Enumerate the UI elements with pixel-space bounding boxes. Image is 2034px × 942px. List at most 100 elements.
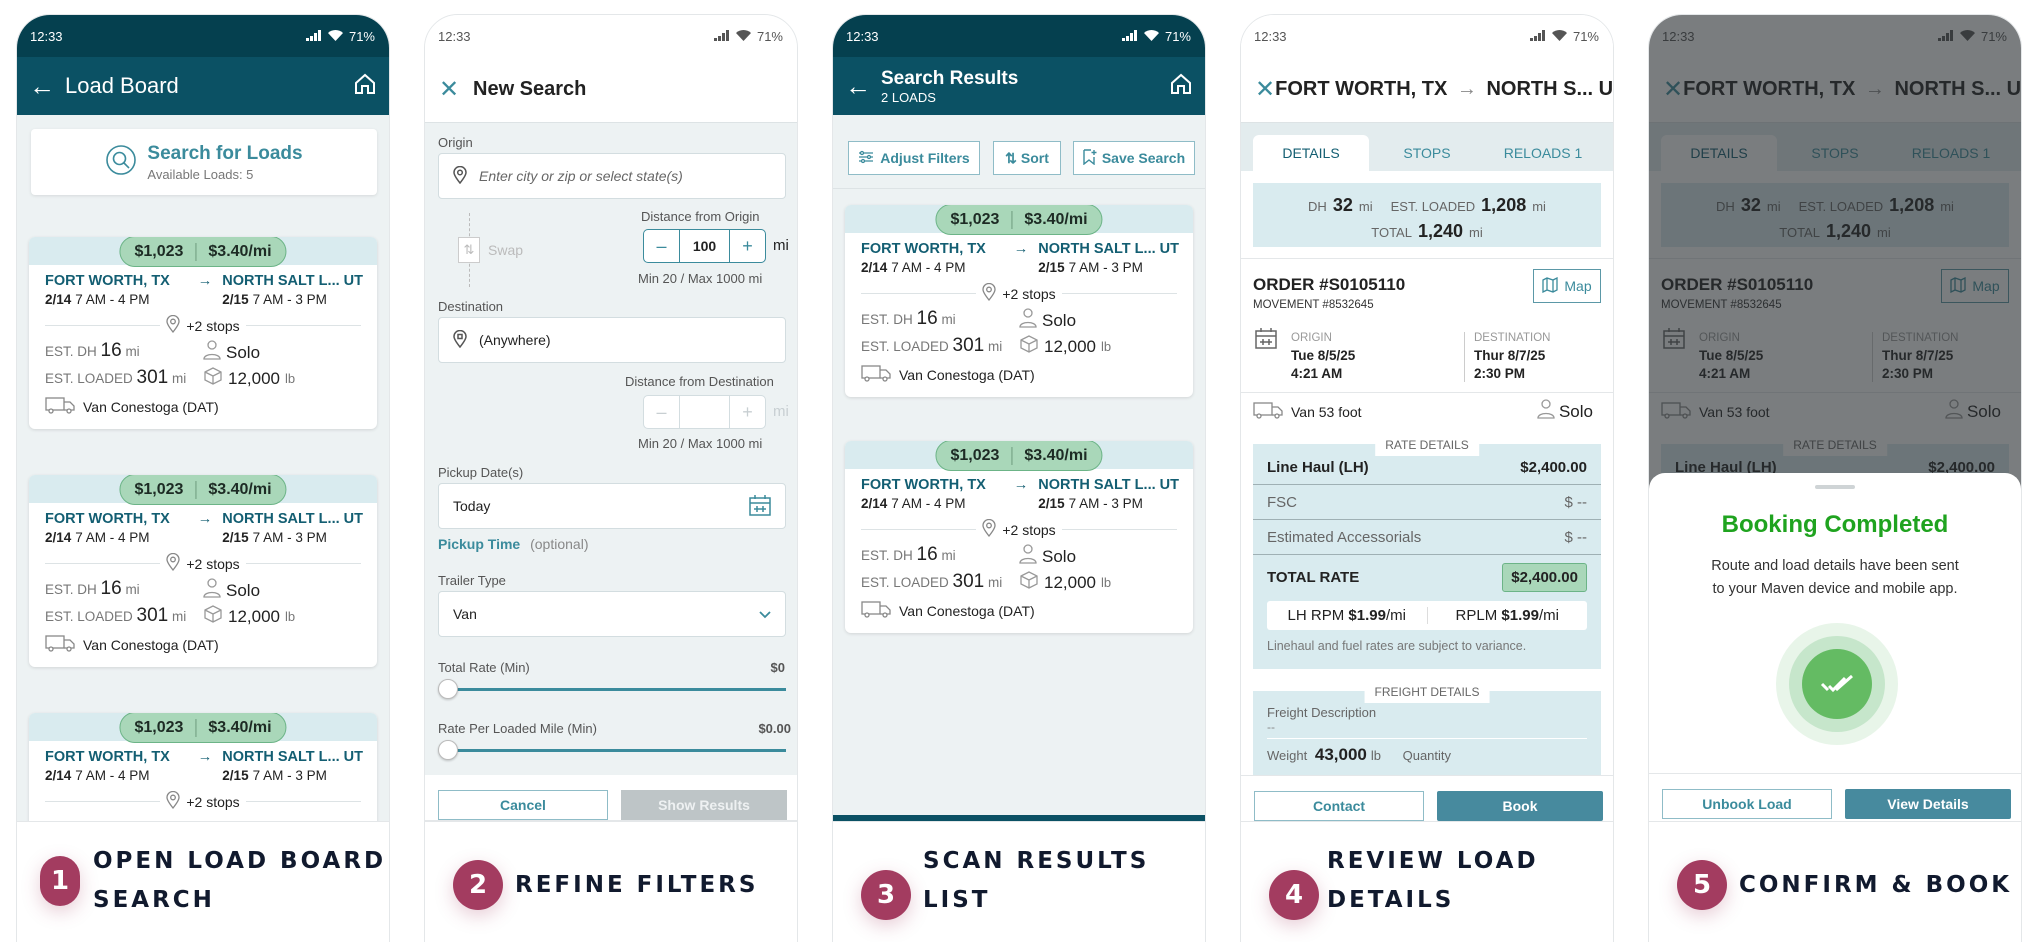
distance-origin-stepper[interactable]: – 100 +	[643, 229, 766, 263]
origin-date: 2/14	[861, 260, 888, 275]
arrow-right-icon: →	[1013, 477, 1029, 493]
origin-date: 2/14	[861, 496, 888, 511]
est-dh-label: EST. DH	[45, 582, 97, 597]
truck-icon	[1253, 401, 1283, 422]
total-rate-label: TOTAL RATE	[1267, 568, 1360, 586]
step-number-badge: 2	[453, 860, 503, 910]
map-button[interactable]: Map	[1533, 269, 1601, 303]
tab-details[interactable]: DETAILS	[1253, 135, 1369, 171]
tab-stops[interactable]: STOPS	[1403, 145, 1451, 161]
result-card[interactable]: $1,023 $3.40/mi FORT WORTH, TX 2/14 7 AM - …	[845, 441, 1193, 633]
slider-handle[interactable]	[438, 740, 458, 760]
load-board-screen: 12:33 71% ← Load Board Search for Loads …	[17, 15, 389, 821]
signal-icon	[305, 29, 322, 44]
est-loaded-label: EST. LOADED	[45, 609, 133, 624]
booking-message-line: Route and load details have been sent	[1711, 558, 1959, 574]
search-for-loads-card[interactable]: Search for Loads Available Loads: 5	[31, 129, 377, 195]
app-bar: ✕ New Search	[425, 57, 797, 123]
pickup-time-toggle[interactable]: Pickup Time (optional)	[438, 536, 588, 552]
calendar-icon[interactable]	[749, 494, 771, 519]
freight-description-label: Freight Description	[1267, 705, 1377, 720]
map-pin-icon	[453, 165, 467, 187]
person-icon	[1019, 544, 1037, 569]
rate-pill: $1,023 $3.40/mi	[935, 205, 1103, 235]
trailer-type-select[interactable]: Van	[438, 591, 786, 637]
results-count: 2 LOADS	[881, 89, 936, 105]
box-icon	[203, 605, 223, 628]
increment-button[interactable]: +	[742, 401, 753, 422]
sort-button[interactable]: ⇅ Sort	[993, 141, 1061, 175]
total-rate: $1,023	[134, 718, 184, 736]
decrement-button[interactable]: –	[656, 235, 667, 256]
distance-destination-value[interactable]	[679, 396, 730, 428]
step-title-line: SEARCH	[93, 887, 215, 913]
trailer-type-label: Trailer Type	[438, 573, 506, 588]
app-bar: ← Load Board	[17, 57, 389, 115]
pickup-date-input[interactable]: Today	[438, 483, 786, 529]
trailer-type: Van Conestoga (DAT)	[899, 602, 1035, 619]
person-icon	[1537, 399, 1555, 424]
drag-handle[interactable]	[1815, 485, 1855, 489]
destination-date: Thur 8/7/25	[1474, 348, 1546, 363]
cancel-button[interactable]: Cancel	[438, 790, 608, 820]
back-arrow-icon[interactable]: ←	[29, 70, 55, 101]
load-card[interactable]: $1,023 $3.40/mi FORT WORTH, TX 2/14 7 AM - …	[29, 237, 377, 429]
battery-level: 71%	[1572, 28, 1599, 44]
close-icon[interactable]: ✕	[1255, 76, 1276, 103]
close-icon[interactable]: ✕	[439, 76, 460, 103]
accessorials-row: Estimated Accessorials $ --	[1253, 520, 1601, 555]
view-details-button[interactable]: View Details	[1845, 789, 2011, 819]
distance-destination-stepper[interactable]: – +	[643, 395, 766, 429]
step-number-badge: 3	[861, 870, 911, 920]
trailer-type-value: Van	[453, 606, 477, 622]
result-card[interactable]: $1,023 $3.40/mi FORT WORTH, TX 2/14 7 AM - …	[845, 205, 1193, 397]
est-dh-label: EST. DH	[861, 548, 913, 563]
step-number-badge: 4	[1269, 870, 1319, 920]
step-title-line: DETAILS	[1327, 887, 1455, 913]
weight-row: Weight 43,000 lb Quantity	[1253, 739, 1601, 765]
battery-level: 71%	[756, 28, 783, 44]
stops-count: +2 stops	[186, 793, 240, 810]
step-title-line: REFINE FILTERS	[515, 872, 759, 898]
tab-reloads[interactable]: RELOADS 1	[1503, 145, 1583, 161]
origin-label: ORIGIN	[1291, 332, 1332, 344]
total-rate: $1,023	[950, 446, 1000, 464]
rplm-slider[interactable]	[438, 740, 786, 760]
destination-input[interactable]: (Anywhere)	[438, 317, 786, 363]
adjust-filters-button[interactable]: Adjust Filters	[848, 141, 980, 175]
destination-time: 2:30 PM	[1474, 366, 1526, 381]
increment-button[interactable]: +	[742, 235, 753, 256]
rate-per-mile: $3.40/mi	[208, 480, 272, 498]
step-panel-2: 12:33 71% ✕ New Search Origin Enter city…	[424, 14, 798, 942]
pickup-date-value: Today	[453, 498, 491, 514]
distance-origin-value[interactable]: 100	[679, 230, 730, 262]
origin-input[interactable]: Enter city or zip or select state(s)	[438, 153, 786, 199]
signal-icon	[1529, 29, 1546, 44]
origin-date: Tue 8/5/25	[1291, 348, 1356, 363]
back-arrow-icon[interactable]: ←	[845, 70, 871, 101]
total-rate: $1,023	[134, 242, 184, 260]
decrement-button[interactable]: –	[656, 401, 667, 422]
book-button[interactable]: Book	[1437, 791, 1603, 821]
save-search-label: Save Search	[1101, 150, 1186, 166]
load-card[interactable]: $1,023 $3.40/mi FORT WORTH, TX 2/14 7 AM - …	[29, 475, 377, 667]
swap-button[interactable]: ⇅ Swap	[455, 213, 523, 287]
home-icon[interactable]	[353, 72, 377, 101]
est-loaded-label: EST. LOADED	[861, 575, 949, 590]
step-panel-3: 12:33 71% ← Search Results 2 LOADS Adjus…	[832, 14, 1206, 942]
unbook-load-button[interactable]: Unbook Load	[1662, 789, 1832, 819]
unit: lb	[1101, 575, 1112, 590]
home-icon[interactable]	[1169, 72, 1193, 101]
route-title: FORT WORTH, TX → NORTH S... UT	[1275, 78, 1613, 101]
show-results-button[interactable]: Show Results	[621, 790, 787, 820]
slider-handle[interactable]	[438, 679, 458, 699]
person-icon	[203, 578, 221, 603]
load-card[interactable]: $1,023 $3.40/mi FORT WORTH, TX 2/14 7 AM - …	[29, 713, 377, 821]
distance-destination-label: Distance from Destination	[625, 374, 774, 389]
save-search-button[interactable]: Save Search	[1073, 141, 1195, 175]
destination-schedule: DESTINATION Thur 8/7/25 2:30 PM	[1474, 329, 1550, 383]
total-rate-slider[interactable]	[438, 679, 786, 699]
contact-button[interactable]: Contact	[1254, 791, 1424, 821]
unit: mi	[172, 609, 187, 624]
map-icon	[1542, 276, 1559, 296]
